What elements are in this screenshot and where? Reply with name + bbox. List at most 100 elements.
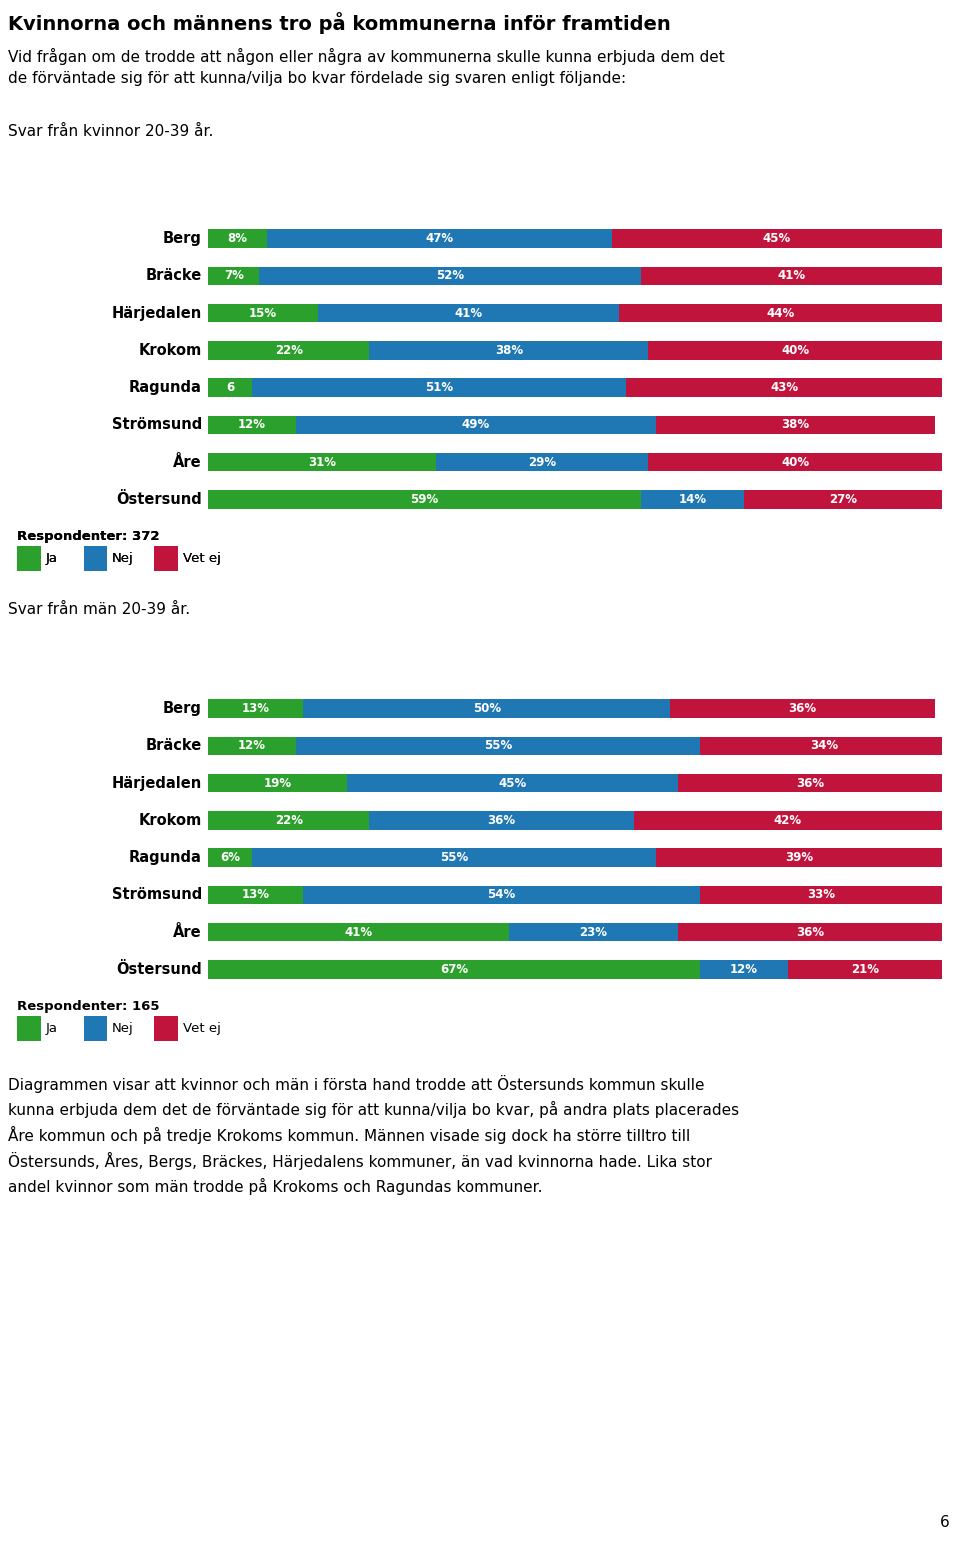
Text: 29%: 29%: [528, 456, 556, 468]
Bar: [155, 546, 178, 570]
Text: 31%: 31%: [308, 456, 336, 468]
Text: 12%: 12%: [730, 963, 757, 975]
Text: 34%: 34%: [810, 740, 839, 752]
Bar: [208, 378, 252, 398]
Bar: [626, 378, 942, 398]
Bar: [788, 960, 942, 979]
Text: 12%: 12%: [238, 740, 266, 752]
Text: 13%: 13%: [242, 888, 270, 901]
Bar: [208, 848, 252, 868]
Text: 59%: 59%: [411, 493, 439, 505]
Bar: [155, 1016, 178, 1040]
Text: Diagrammen visar att kvinnor och män i första hand trodde att Östersunds kommun : Diagrammen visar att kvinnor och män i f…: [8, 1076, 739, 1194]
Text: Respondenter: 165: Respondenter: 165: [17, 1000, 160, 1014]
Bar: [84, 546, 108, 570]
Text: Respondenter: 372: Respondenter: 372: [17, 530, 160, 544]
Bar: [656, 848, 942, 868]
Bar: [17, 1016, 41, 1040]
Bar: [670, 700, 935, 718]
Text: Krokom: Krokom: [139, 344, 202, 358]
Text: 51%: 51%: [425, 381, 453, 394]
Bar: [155, 546, 178, 570]
Text: Nej: Nej: [111, 552, 133, 566]
Text: 42%: 42%: [774, 814, 802, 828]
Text: Vet ej: Vet ej: [182, 552, 221, 566]
Bar: [208, 230, 267, 248]
Bar: [641, 490, 744, 509]
Bar: [208, 811, 370, 829]
Bar: [656, 416, 935, 435]
Text: 67%: 67%: [440, 963, 468, 975]
Text: Strömsund: Strömsund: [111, 418, 202, 433]
Text: 7%: 7%: [224, 270, 244, 282]
Text: 40%: 40%: [781, 344, 809, 358]
Text: Vid frågan om de trodde att någon eller några av kommunerna skulle kunna erbjuda: Vid frågan om de trodde att någon eller …: [8, 48, 725, 86]
Text: Bräcke: Bräcke: [146, 268, 202, 284]
Text: Åre: Åre: [174, 925, 202, 940]
Bar: [208, 267, 259, 285]
Text: Östersund: Östersund: [116, 962, 202, 977]
Text: Ragunda: Ragunda: [130, 381, 202, 394]
Text: Ja: Ja: [46, 552, 58, 566]
Text: 27%: 27%: [828, 493, 857, 505]
Bar: [318, 304, 619, 322]
Bar: [296, 416, 656, 435]
Bar: [259, 267, 641, 285]
Text: 41%: 41%: [778, 270, 805, 282]
Text: Berg: Berg: [163, 701, 202, 717]
Text: Svar från kvinnor 20-39 år.: Svar från kvinnor 20-39 år.: [8, 125, 213, 140]
Text: 44%: 44%: [766, 307, 795, 319]
Text: 47%: 47%: [425, 233, 453, 245]
Text: 33%: 33%: [807, 888, 835, 901]
Bar: [252, 848, 656, 868]
Bar: [619, 304, 942, 322]
Bar: [296, 737, 700, 755]
Text: 40%: 40%: [781, 456, 809, 468]
Text: 43%: 43%: [770, 381, 799, 394]
Text: Kvinnorna och männens tro på kommunerna inför framtiden: Kvinnorna och männens tro på kommunerna …: [8, 12, 671, 34]
Text: 8%: 8%: [228, 233, 248, 245]
Bar: [700, 886, 942, 905]
Text: 49%: 49%: [462, 418, 490, 431]
Text: Strömsund: Strömsund: [111, 888, 202, 903]
Text: 12%: 12%: [238, 418, 266, 431]
Bar: [303, 886, 700, 905]
Text: 21%: 21%: [851, 963, 879, 975]
Text: Ja: Ja: [46, 1022, 58, 1036]
Text: Respondenter: 372: Respondenter: 372: [17, 530, 160, 544]
Bar: [648, 453, 942, 472]
Bar: [208, 737, 296, 755]
Text: 41%: 41%: [454, 307, 483, 319]
Text: Svar från män 20-39 år.: Svar från män 20-39 år.: [8, 603, 190, 618]
Text: 36%: 36%: [788, 703, 817, 715]
Text: Tror du att någon eller några av dessa kommuner kommer att kunna erbjuda dig det: Tror du att någon eller några av dessa k…: [15, 168, 704, 183]
Text: 36%: 36%: [796, 926, 824, 938]
Bar: [509, 923, 678, 942]
Text: 41%: 41%: [345, 926, 372, 938]
Text: 6%: 6%: [220, 851, 240, 865]
Text: Berg: Berg: [163, 231, 202, 247]
Bar: [252, 378, 626, 398]
Text: Vet ej: Vet ej: [182, 1022, 221, 1036]
Text: 36%: 36%: [488, 814, 516, 828]
Bar: [700, 737, 949, 755]
Bar: [17, 546, 41, 570]
Bar: [370, 811, 634, 829]
Text: Vet ej: Vet ej: [182, 552, 221, 566]
Text: 55%: 55%: [484, 740, 512, 752]
Text: 19%: 19%: [264, 777, 292, 789]
Text: Krokom: Krokom: [139, 812, 202, 828]
Bar: [612, 230, 942, 248]
Bar: [348, 774, 678, 792]
Text: 22%: 22%: [275, 814, 302, 828]
Bar: [634, 811, 942, 829]
Bar: [208, 886, 303, 905]
Text: 54%: 54%: [488, 888, 516, 901]
Text: 36%: 36%: [796, 777, 824, 789]
Bar: [208, 960, 700, 979]
Text: 55%: 55%: [440, 851, 468, 865]
Text: Nej: Nej: [111, 552, 133, 566]
Bar: [267, 230, 612, 248]
Text: Ragunda: Ragunda: [130, 851, 202, 865]
Bar: [84, 1016, 108, 1040]
